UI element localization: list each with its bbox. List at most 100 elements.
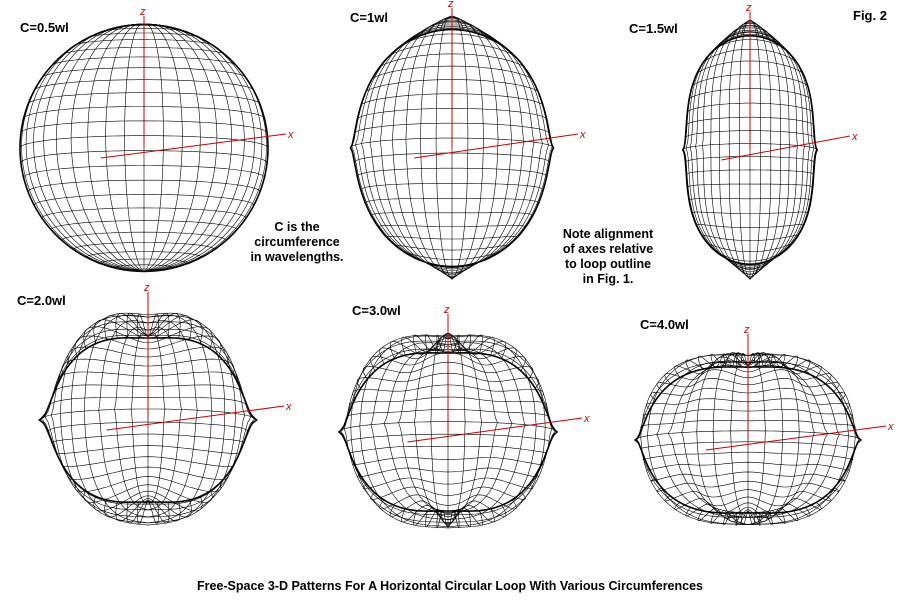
mesh-meridian	[379, 22, 453, 274]
mesh-parallel	[360, 183, 544, 191]
pattern-c2-axes: zx	[106, 282, 292, 431]
mesh-parallel	[371, 212, 533, 216]
x-axis-line	[414, 133, 579, 159]
pattern-outline	[681, 35, 819, 265]
pattern-outline	[633, 366, 863, 514]
mesh-meridian	[447, 348, 557, 515]
mesh-meridian	[44, 328, 149, 511]
mesh-parallel	[708, 244, 792, 252]
mesh-parallel	[691, 211, 809, 214]
pattern-label-c2: C=2.0wl	[17, 293, 66, 308]
x-axis-label: x	[285, 401, 292, 413]
mesh-parallel	[735, 511, 761, 526]
mesh-meridian	[339, 348, 449, 515]
mesh-parallel	[33, 194, 255, 206]
mesh-parallel	[697, 506, 799, 522]
mesh-parallel	[115, 498, 181, 522]
mesh-parallel	[685, 502, 811, 517]
z-axis-label: z	[447, 0, 454, 10]
pattern-label-c05: C=0.5wl	[20, 20, 69, 35]
pattern-c15-mesh	[681, 19, 819, 280]
mesh-meridian	[451, 29, 554, 267]
mesh-parallel	[686, 169, 814, 175]
mesh-parallel	[710, 509, 786, 524]
mesh-parallel	[378, 225, 526, 228]
mesh-meridian	[667, 365, 749, 514]
alignment-note-line: of axes relative	[562, 242, 654, 256]
mesh-parallel	[687, 183, 813, 188]
pattern-c15: zx	[681, 2, 858, 280]
mesh-parallel	[440, 265, 464, 278]
mesh-parallel	[348, 445, 548, 455]
mesh-parallel	[27, 179, 261, 192]
mesh-meridian	[451, 22, 525, 274]
mesh-meridian	[143, 23, 164, 272]
mesh-parallel	[41, 207, 247, 219]
pattern-outline	[19, 23, 269, 273]
mesh-parallel	[389, 500, 507, 517]
mesh-parallel	[428, 262, 476, 274]
x-axis-line	[705, 425, 887, 451]
mesh-parallel	[365, 198, 539, 204]
mesh-parallel	[379, 494, 517, 510]
circumference-note-line: circumference	[254, 235, 340, 249]
x-axis-line	[106, 405, 285, 431]
mesh-meridian	[448, 352, 558, 512]
mesh-meridian	[749, 35, 818, 265]
mesh-meridian	[451, 16, 469, 280]
x-axis-label: x	[887, 421, 894, 433]
mesh-parallel	[352, 457, 544, 466]
circumference-note-line: C is the	[274, 220, 320, 234]
alignment-note: Note alignment of axes relative to loop …	[543, 227, 673, 287]
mesh-meridian	[369, 24, 453, 272]
alignment-note-line: to loop outline	[564, 257, 652, 271]
mesh-parallel	[61, 231, 227, 241]
mesh-parallel	[436, 509, 460, 529]
pattern-label-c15: C=1.5wl	[629, 21, 678, 36]
mesh-meridian	[681, 360, 749, 518]
pattern-c3-axes: zx	[407, 304, 590, 443]
mesh-parallel	[56, 445, 240, 455]
mesh-parallel	[642, 451, 854, 461]
mesh-parallel	[74, 476, 222, 493]
mesh-meridian	[343, 340, 449, 523]
mesh-meridian	[143, 23, 233, 272]
mesh-meridian	[451, 18, 499, 278]
mesh-parallel	[741, 263, 759, 279]
figure-label: Fig. 2	[853, 8, 887, 23]
mesh-parallel	[696, 224, 804, 228]
x-axis-label: x	[583, 413, 590, 425]
mesh-parallel	[114, 264, 174, 268]
mesh-parallel	[401, 504, 495, 523]
mesh-parallel	[50, 220, 238, 230]
mesh-parallel	[674, 496, 822, 510]
mesh-meridian	[447, 336, 466, 525]
mesh-meridian	[405, 18, 453, 278]
mesh-parallel	[86, 251, 202, 258]
pattern-outline	[337, 351, 559, 513]
pattern-c1: zx	[349, 0, 586, 280]
mesh-meridian	[747, 354, 856, 525]
mesh-parallel	[370, 486, 526, 500]
pattern-c4-axes: zx	[705, 324, 894, 451]
z-axis-label: z	[745, 2, 752, 14]
mesh-parallel	[685, 156, 815, 163]
circumference-note: C is the circumference in wavelengths.	[237, 220, 357, 265]
mesh-meridian	[749, 25, 790, 275]
x-axis-line	[721, 135, 851, 161]
mesh-parallel	[52, 433, 244, 444]
mesh-parallel	[61, 456, 235, 468]
mesh-parallel	[73, 242, 215, 250]
mesh-parallel	[104, 495, 192, 518]
mesh-parallel	[656, 480, 840, 492]
mesh-meridian	[447, 334, 546, 529]
mesh-meridian	[351, 29, 453, 267]
figure-caption: Free-Space 3-D Patterns For A Horizontal…	[196, 579, 704, 593]
pattern-c05-axes: zx	[100, 6, 294, 159]
mesh-parallel	[23, 165, 265, 178]
x-axis-label: x	[851, 131, 858, 143]
alignment-note-line: Note alignment	[562, 227, 654, 241]
mesh-parallel	[650, 471, 846, 482]
pattern-c3-mesh	[337, 332, 559, 529]
mesh-parallel	[126, 499, 170, 524]
